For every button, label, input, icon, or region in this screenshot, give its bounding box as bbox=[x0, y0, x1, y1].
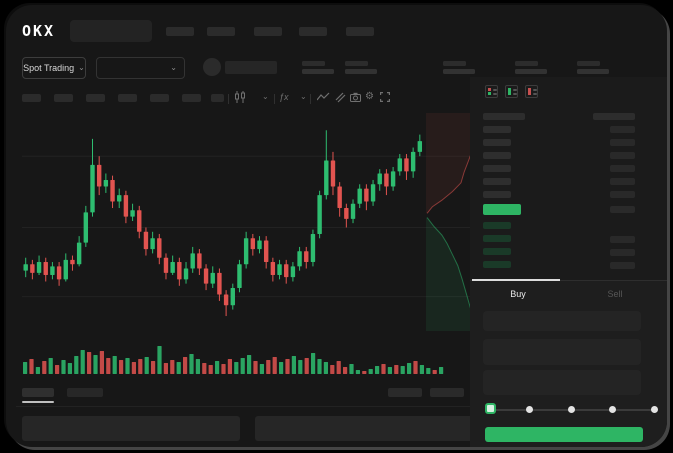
chevron-down-icon[interactable]: ⌄ bbox=[262, 92, 269, 101]
pair-name-skeleton bbox=[225, 61, 277, 74]
chevron-down-icon[interactable]: ⌄ bbox=[300, 92, 307, 101]
slider-dot[interactable] bbox=[651, 406, 658, 413]
last-price-badge[interactable] bbox=[483, 204, 521, 215]
settings-gear-icon[interactable]: ⚙ bbox=[365, 91, 374, 102]
active-tab-underline bbox=[22, 401, 54, 403]
candlestick-chart[interactable] bbox=[22, 109, 480, 337]
search-box[interactable] bbox=[70, 20, 152, 42]
ask-row-skeleton[interactable] bbox=[483, 139, 511, 146]
toolbar-divider bbox=[228, 94, 229, 104]
ask-row-skeleton[interactable] bbox=[610, 152, 635, 159]
ask-row-skeleton[interactable] bbox=[610, 126, 635, 133]
bid-row-skeleton[interactable] bbox=[610, 236, 635, 243]
nav-item-skeleton[interactable] bbox=[166, 27, 194, 36]
bid-row-skeleton[interactable] bbox=[610, 249, 635, 256]
timeframe-button[interactable] bbox=[118, 94, 137, 102]
ticker-stat-skeleton bbox=[345, 61, 379, 75]
orderbook-cell-skeleton bbox=[610, 206, 635, 213]
ask-row-skeleton[interactable] bbox=[610, 139, 635, 146]
nav-item-skeleton[interactable] bbox=[254, 27, 282, 36]
bid-row-skeleton[interactable] bbox=[483, 261, 511, 268]
ask-row-skeleton[interactable] bbox=[483, 152, 511, 159]
market-type-label: Spot Trading bbox=[23, 63, 75, 73]
slider-dot[interactable] bbox=[568, 406, 575, 413]
chevron-down-icon: ⌄ bbox=[170, 63, 177, 72]
bottom-action-skeleton[interactable] bbox=[430, 388, 464, 397]
bid-row-skeleton[interactable] bbox=[483, 248, 511, 255]
orderbook-view-both-icon[interactable] bbox=[485, 85, 498, 98]
ask-row-skeleton[interactable] bbox=[610, 178, 635, 185]
orderbook-header-skeleton bbox=[593, 113, 635, 120]
slider-handle[interactable] bbox=[485, 403, 496, 414]
toolbar-divider bbox=[274, 94, 275, 104]
ask-row-skeleton[interactable] bbox=[483, 191, 511, 198]
bottom-tab-active-skeleton[interactable] bbox=[22, 388, 54, 397]
okx-logo: OKX bbox=[22, 22, 56, 40]
slider-dot[interactable] bbox=[609, 406, 616, 413]
order-total-input[interactable] bbox=[483, 370, 641, 395]
order-amount-input[interactable] bbox=[483, 339, 641, 365]
ask-row-skeleton[interactable] bbox=[483, 126, 511, 133]
timeframe-button[interactable] bbox=[211, 94, 224, 102]
orderbook-view-bids-icon[interactable] bbox=[505, 85, 518, 98]
bottom-action-skeleton[interactable] bbox=[388, 388, 422, 397]
nav-item-skeleton[interactable] bbox=[299, 27, 327, 36]
nav-item-skeleton[interactable] bbox=[346, 27, 374, 36]
timeframe-button[interactable] bbox=[182, 94, 201, 102]
ask-row-skeleton[interactable] bbox=[483, 165, 511, 172]
app-window: OKX Spot Trading ⌄ ⌄ ⌄ ƒx ⌄ ⚙ bbox=[6, 5, 667, 447]
buy-tab-indicator bbox=[472, 279, 560, 281]
ask-row-skeleton[interactable] bbox=[610, 191, 635, 198]
bid-row-skeleton[interactable] bbox=[610, 262, 635, 269]
timeframe-button[interactable] bbox=[54, 94, 73, 102]
pair-dropdown[interactable]: ⌄ bbox=[96, 57, 185, 79]
chevron-down-icon: ⌄ bbox=[78, 63, 85, 72]
ticker-stat-skeleton bbox=[302, 61, 336, 75]
chart-type-icon[interactable] bbox=[233, 91, 247, 103]
timeframe-button[interactable] bbox=[22, 94, 41, 102]
ticker-stat-skeleton bbox=[515, 61, 549, 75]
volume-chart[interactable] bbox=[22, 339, 446, 375]
trendline-tool-icon[interactable] bbox=[335, 91, 346, 103]
line-chart-icon[interactable] bbox=[317, 91, 330, 103]
buy-submit-button[interactable] bbox=[485, 427, 643, 442]
bottom-tab-skeleton[interactable] bbox=[67, 388, 103, 397]
order-price-input[interactable] bbox=[483, 311, 641, 331]
ask-row-skeleton[interactable] bbox=[483, 178, 511, 185]
bottom-panel-skeleton bbox=[22, 416, 240, 441]
bid-row-skeleton[interactable] bbox=[483, 235, 511, 242]
section-divider bbox=[16, 406, 472, 407]
timeframe-button[interactable] bbox=[150, 94, 169, 102]
tab-divider bbox=[470, 280, 667, 281]
slider-dot[interactable] bbox=[526, 406, 533, 413]
bottom-panel-skeleton bbox=[255, 416, 474, 441]
bid-row-skeleton[interactable] bbox=[483, 222, 511, 229]
camera-icon[interactable] bbox=[350, 91, 361, 103]
tab-sell[interactable]: Sell bbox=[607, 289, 623, 299]
orderbook-header-skeleton bbox=[483, 113, 525, 120]
fullscreen-icon[interactable] bbox=[380, 91, 390, 103]
ticker-stat-skeleton bbox=[577, 61, 611, 75]
ticker-stat-skeleton bbox=[443, 61, 477, 75]
indicator-fx-icon[interactable]: ƒx bbox=[279, 92, 289, 102]
nav-item-skeleton[interactable] bbox=[207, 27, 235, 36]
coin-avatar bbox=[203, 58, 221, 76]
toolbar-divider bbox=[310, 94, 311, 104]
market-type-dropdown[interactable]: Spot Trading ⌄ bbox=[22, 57, 86, 79]
ask-row-skeleton[interactable] bbox=[610, 165, 635, 172]
timeframe-button[interactable] bbox=[86, 94, 105, 102]
tab-buy[interactable]: Buy bbox=[510, 289, 526, 299]
orderbook-view-asks-icon[interactable] bbox=[525, 85, 538, 98]
